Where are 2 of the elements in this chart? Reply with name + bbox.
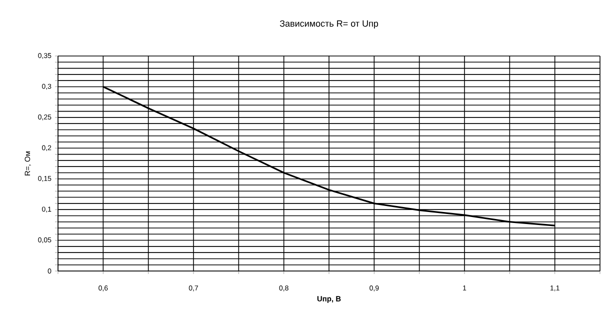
line-series xyxy=(102,86,556,226)
chart-title: Зависимость R= от Uпр xyxy=(280,20,378,28)
